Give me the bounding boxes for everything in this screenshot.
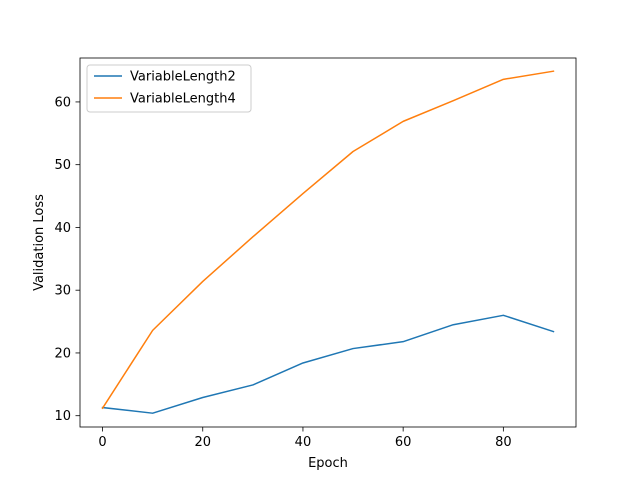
y-tick-label: 30	[54, 284, 71, 299]
plot-area	[80, 58, 576, 427]
x-tick-label: 0	[98, 435, 106, 450]
x-tick-label: 80	[495, 435, 512, 450]
x-axis-label: Epoch	[308, 456, 348, 471]
x-axis-ticks: 0 20 40 60 80	[98, 427, 512, 450]
series-layer	[101, 70, 555, 414]
y-tick-label: 40	[54, 221, 71, 236]
legend: VariableLength2 VariableLength4	[86, 64, 252, 113]
x-tick-label: 40	[295, 435, 312, 450]
series-line-variablelength2	[101, 314, 555, 414]
y-tick-label: 20	[54, 346, 71, 361]
x-tick-label: 60	[395, 435, 412, 450]
legend-box	[86, 64, 252, 113]
plot-frame	[79, 57, 577, 428]
legend-label-variablelength2: VariableLength2	[130, 70, 236, 85]
y-tick-label: 10	[54, 409, 71, 424]
y-tick-label: 50	[54, 158, 71, 173]
y-axis-ticks: 10 20 30 40 50 60	[54, 95, 80, 424]
series-line-variablelength4	[101, 70, 555, 410]
legend-label-variablelength4: VariableLength4	[130, 92, 236, 107]
y-tick-label: 60	[54, 95, 71, 110]
x-tick-label: 20	[194, 435, 211, 450]
y-axis-label: Validation Loss	[32, 194, 47, 291]
